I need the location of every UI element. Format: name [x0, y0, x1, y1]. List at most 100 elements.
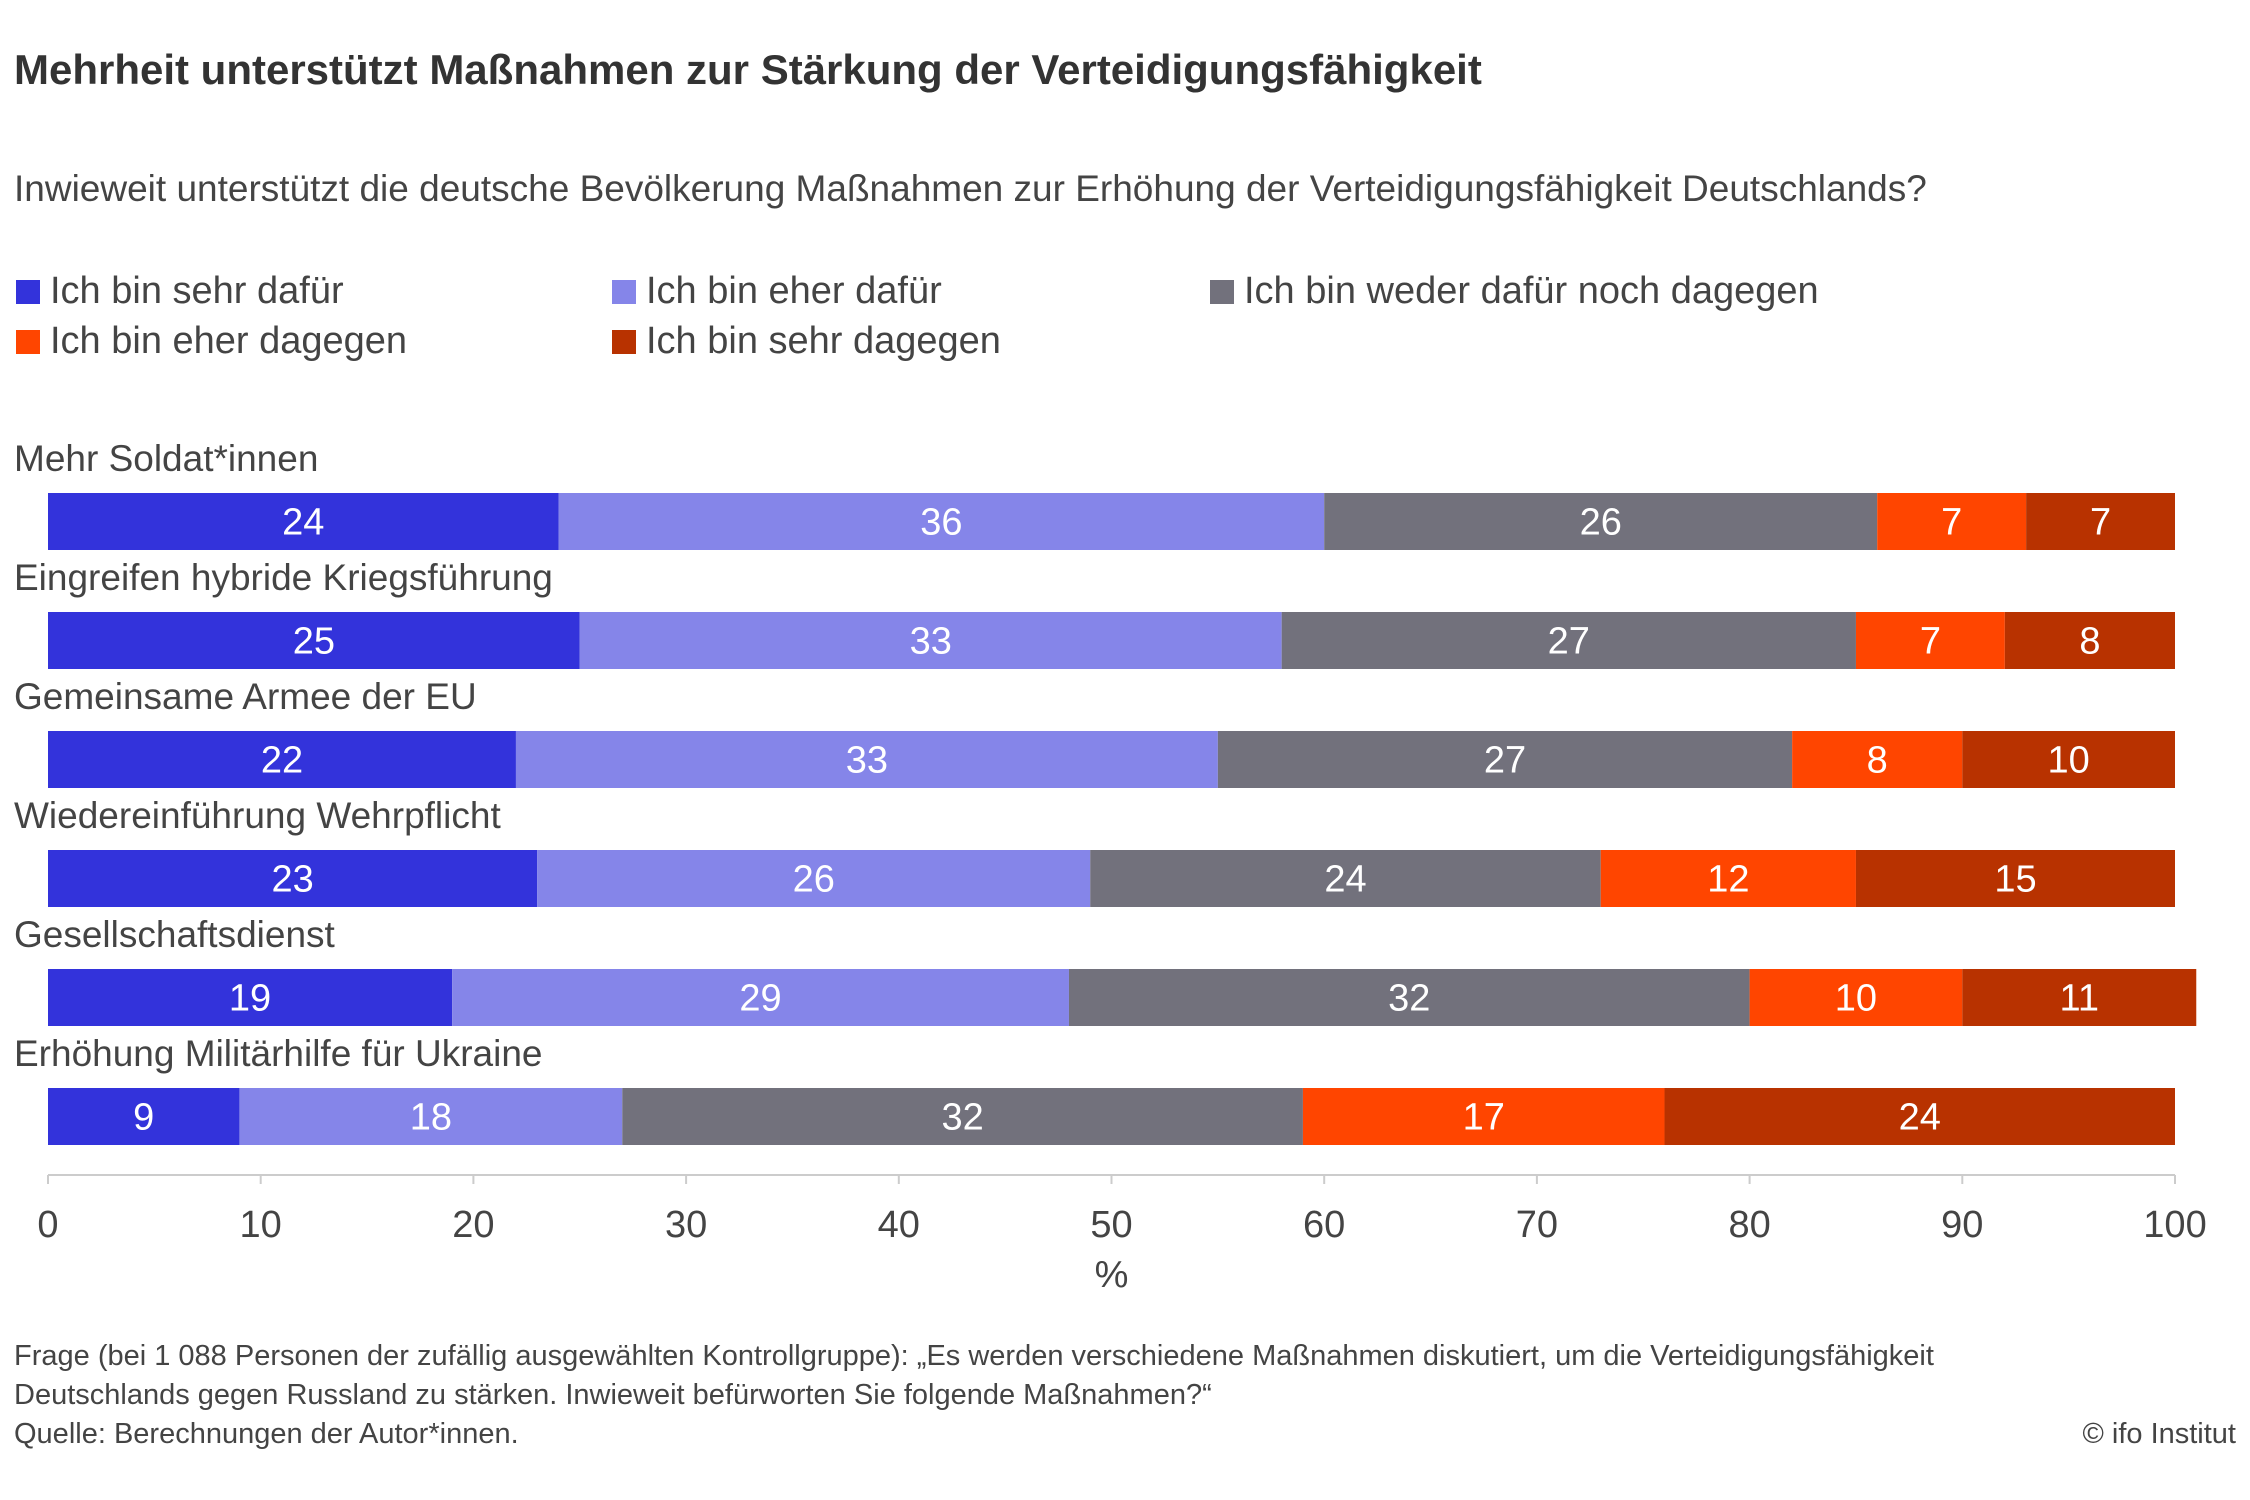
- category-label: Erhöhung Militärhilfe für Ukraine: [14, 1033, 543, 1074]
- bar-segment: [1600, 850, 1856, 907]
- x-tick-label: 10: [240, 1204, 282, 1246]
- data-label: 7: [1941, 502, 1962, 544]
- x-tick-label: 90: [1941, 1204, 1983, 1246]
- data-label: 8: [2079, 621, 2100, 663]
- bar-segment: [1962, 731, 2175, 788]
- data-label: 23: [271, 859, 313, 901]
- data-label: 9: [133, 1097, 154, 1139]
- data-label: 29: [739, 978, 781, 1020]
- bar-segment: [1324, 493, 1878, 550]
- data-label: 24: [1324, 859, 1366, 901]
- data-label: 15: [1994, 859, 2036, 901]
- category-label: Gesellschaftsdienst: [14, 914, 336, 955]
- data-label: 33: [910, 621, 952, 663]
- data-label: 7: [1920, 621, 1941, 663]
- footer-source: Quelle: Berechnungen der Autor*innen.: [14, 1418, 519, 1450]
- legend-label: Ich bin eher dagegen: [50, 320, 408, 362]
- data-label: 26: [1580, 502, 1622, 544]
- data-label: 27: [1548, 621, 1590, 663]
- bar-segment: [515, 731, 1218, 788]
- legend-swatch: [1210, 279, 1234, 304]
- bar-segment: [558, 493, 1325, 550]
- legend-label: Ich bin sehr dafür: [50, 270, 344, 312]
- data-label: 10: [1835, 978, 1877, 1020]
- legend-item: Ich bin sehr dafür: [16, 270, 344, 313]
- data-label: 32: [941, 1097, 983, 1139]
- bar-segment: [452, 969, 1069, 1026]
- bar-segment: [48, 969, 453, 1026]
- data-label: 24: [1899, 1097, 1941, 1139]
- x-tick-label: 30: [665, 1204, 707, 1246]
- data-label: 7: [2090, 502, 2111, 544]
- data-label: 25: [293, 621, 335, 663]
- bar-segment: [1792, 731, 1963, 788]
- bar-segment: [1962, 969, 2197, 1026]
- bar-segment: [239, 1088, 623, 1145]
- legend-swatch: [612, 329, 636, 354]
- x-tick-label: 60: [1303, 1204, 1345, 1246]
- data-label: 36: [920, 502, 962, 544]
- bar-segment: [579, 612, 1282, 669]
- x-tick-label: 100: [2143, 1204, 2206, 1246]
- x-tick-label: 20: [452, 1204, 494, 1246]
- category-label: Eingreifen hybride Kriegsführung: [14, 557, 553, 598]
- bar-segment: [48, 493, 559, 550]
- data-label: 17: [1463, 1097, 1505, 1139]
- bar-segment: [1068, 969, 1750, 1026]
- bar-segment: [1749, 969, 1963, 1026]
- legend-swatch: [612, 279, 636, 304]
- bar-segment: [1217, 731, 1793, 788]
- legend-swatch: [16, 329, 40, 354]
- data-label: 12: [1707, 859, 1749, 901]
- data-label: 19: [229, 978, 271, 1020]
- footer-question-line2: Deutschlands gegen Russland zu stärken. …: [14, 1379, 1212, 1411]
- data-label: 26: [793, 859, 835, 901]
- chart-subtitle: Inwieweit unterstützt die deutsche Bevöl…: [14, 168, 1927, 209]
- bar-segment: [2026, 493, 2175, 550]
- bar-segment: [1877, 493, 2027, 550]
- chart-title: Mehrheit unterstützt Maßnahmen zur Stärk…: [14, 46, 1482, 93]
- bar-segment: [1664, 1088, 2175, 1145]
- bar-segment: [1281, 612, 1856, 669]
- x-tick-label: 70: [1516, 1204, 1558, 1246]
- footer-credit: © ifo Institut: [2082, 1418, 2236, 1450]
- data-label: 27: [1484, 740, 1526, 782]
- data-label: 22: [261, 740, 303, 782]
- x-tick-label: 0: [37, 1204, 58, 1246]
- bar-segment: [48, 1088, 240, 1145]
- x-tick-label: 40: [878, 1204, 920, 1246]
- legend-item: Ich bin eher dagegen: [16, 320, 407, 363]
- data-label: 8: [1867, 740, 1888, 782]
- data-label: 24: [282, 502, 324, 544]
- data-label: 33: [846, 740, 888, 782]
- bar-segment: [1302, 1088, 1665, 1145]
- legend-item: Ich bin eher dafür: [612, 270, 942, 313]
- data-label: 18: [410, 1097, 452, 1139]
- bar-segment: [622, 1088, 1303, 1145]
- bar-segment: [1090, 850, 1601, 907]
- x-tick-label: 50: [1090, 1204, 1132, 1246]
- legend-item: Ich bin weder dafür noch dagegen: [1210, 270, 1819, 313]
- data-label: 32: [1388, 978, 1430, 1020]
- data-label: 10: [2048, 740, 2090, 782]
- bar-segment: [1855, 850, 2175, 907]
- bar-segment: [48, 612, 580, 669]
- category-label: Mehr Soldat*innen: [14, 438, 318, 479]
- footer-question-line1: Frage (bei 1 088 Personen der zufällig a…: [14, 1340, 1934, 1372]
- legend-label: Ich bin eher dafür: [646, 270, 942, 312]
- legend-label: Ich bin sehr dagegen: [646, 320, 1001, 362]
- bar-segment: [537, 850, 1091, 907]
- x-axis-title: %: [1095, 1254, 1129, 1296]
- x-tick-label: 80: [1728, 1204, 1770, 1246]
- bar-segment: [2004, 612, 2175, 669]
- bar-segment: [48, 850, 538, 907]
- category-label: Gemeinsame Armee der EU: [14, 676, 477, 717]
- legend-item: Ich bin sehr dagegen: [612, 320, 1001, 363]
- category-label: Wiedereinführung Wehrpflicht: [14, 795, 501, 836]
- data-label: 11: [2060, 978, 2099, 1020]
- legend-label: Ich bin weder dafür noch dagegen: [1244, 270, 1819, 312]
- bar-segment: [48, 731, 516, 788]
- legend-swatch: [16, 279, 40, 304]
- bar-segment: [1855, 612, 2005, 669]
